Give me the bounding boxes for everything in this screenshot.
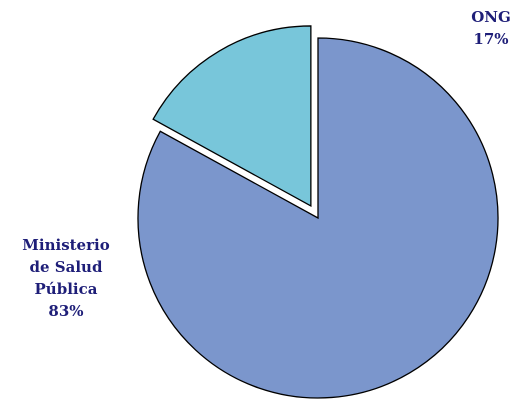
pie-slice-ong bbox=[152, 25, 312, 208]
slice-label-ministerio-de-salud-p-blica: Ministerio de Salud Pública 83% bbox=[22, 236, 109, 320]
pie-labels: Ministerio de Salud Pública 83% ONG 17% bbox=[22, 8, 511, 320]
slice-label-ong: ONG 17% bbox=[471, 8, 511, 48]
pie-slices bbox=[137, 25, 499, 399]
pie-slice-ministerio-de-salud-p-blica bbox=[137, 37, 499, 399]
